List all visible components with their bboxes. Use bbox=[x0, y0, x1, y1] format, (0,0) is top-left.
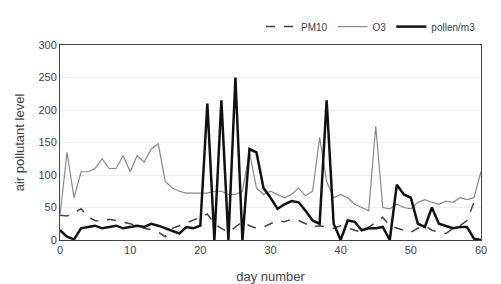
svg-text:30: 30 bbox=[264, 244, 276, 256]
svg-text:PM10: PM10 bbox=[301, 22, 328, 33]
svg-text:pollen/m3: pollen/m3 bbox=[431, 22, 475, 33]
svg-text:250: 250 bbox=[38, 71, 56, 83]
svg-text:day number: day number bbox=[236, 269, 305, 284]
svg-text:air pollutant level: air pollutant level bbox=[12, 94, 27, 192]
svg-text:100: 100 bbox=[38, 169, 56, 181]
svg-text:O3: O3 bbox=[373, 22, 387, 33]
svg-text:150: 150 bbox=[38, 136, 56, 148]
svg-text:50: 50 bbox=[405, 244, 417, 256]
svg-text:0: 0 bbox=[57, 244, 63, 256]
svg-text:0: 0 bbox=[51, 234, 57, 246]
svg-text:60: 60 bbox=[475, 244, 487, 256]
svg-text:40: 40 bbox=[335, 244, 347, 256]
svg-text:200: 200 bbox=[38, 104, 56, 116]
svg-text:300: 300 bbox=[38, 39, 56, 51]
svg-text:20: 20 bbox=[194, 244, 206, 256]
svg-text:50: 50 bbox=[45, 201, 57, 213]
svg-text:10: 10 bbox=[124, 244, 136, 256]
